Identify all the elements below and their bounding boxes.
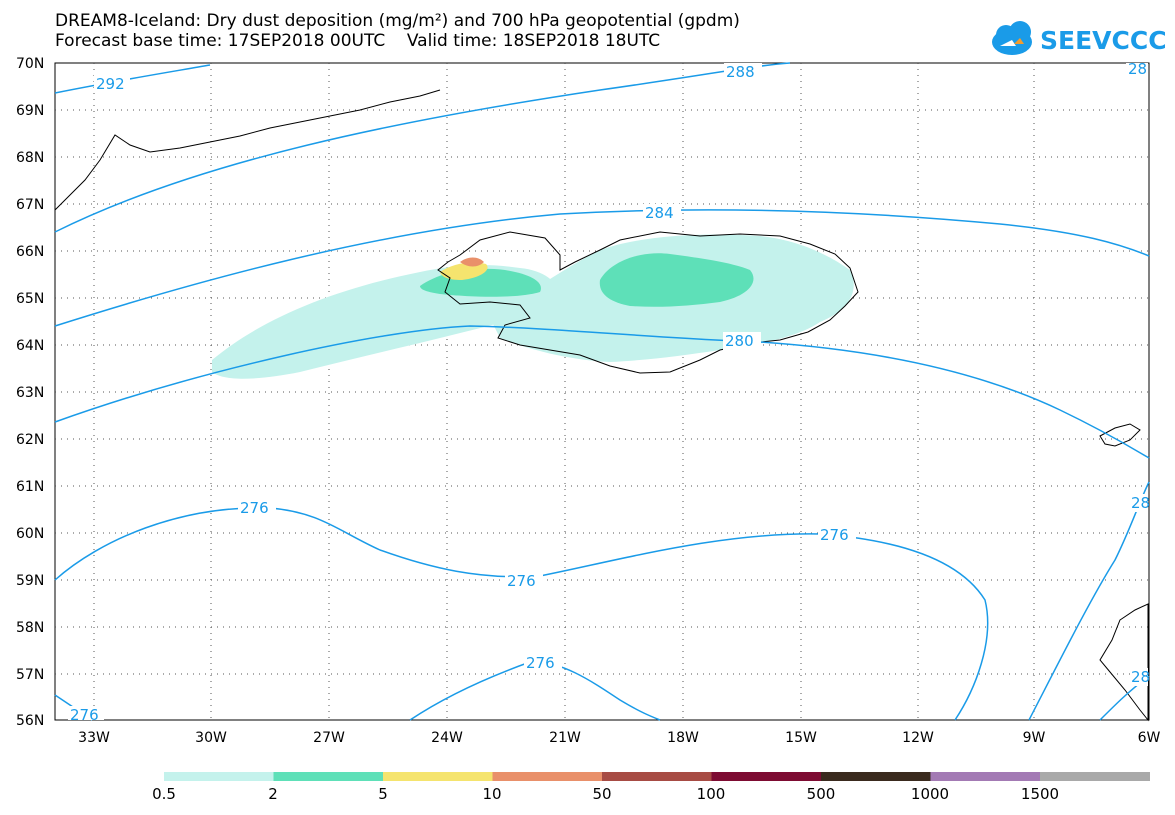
colorbar-swatch	[383, 772, 493, 781]
colorbar-swatch	[492, 772, 603, 781]
seevccc-logo: SEEVCCC	[992, 21, 1165, 55]
latitude-labels: 70N 69N 68N 67N 66N 65N 64N 63N 62N 61N …	[16, 56, 44, 729]
lon-label: 30W	[195, 730, 227, 746]
contour-label-280: 280	[725, 332, 754, 350]
graticule	[55, 63, 1149, 720]
colorbar-label: 5	[378, 785, 388, 803]
lon-label: 21W	[549, 730, 581, 746]
colorbar-label: 50	[592, 785, 611, 803]
colorbar-swatch	[164, 772, 274, 781]
contour-label-276-b: 276	[507, 572, 536, 590]
colorbar-label: 0.5	[152, 785, 176, 803]
contour-label-288: 288	[726, 63, 755, 81]
contour-label-28-top: 28	[1128, 60, 1147, 78]
contour-label-28-bottom: 28	[1131, 668, 1150, 686]
lon-label: 24W	[431, 730, 463, 746]
lon-label: 6W	[1138, 730, 1161, 746]
lat-label: 59N	[16, 573, 44, 589]
lat-label: 58N	[16, 620, 44, 636]
lat-label: 63N	[16, 385, 44, 401]
colorbar-label: 2	[268, 785, 278, 803]
logo-text: SEEVCCC	[1040, 26, 1165, 55]
map-title: DREAM8-Iceland: Dry dust deposition (mg/…	[55, 11, 740, 31]
contour-label-28-right: 28	[1131, 494, 1150, 512]
lat-label: 57N	[16, 667, 44, 683]
lat-label: 56N	[16, 713, 44, 729]
lat-label: 64N	[16, 338, 44, 354]
longitude-labels: 33W 30W 27W 24W 21W 18W 15W 12W 9W 6W	[78, 730, 1160, 746]
lon-label: 33W	[78, 730, 110, 746]
lon-label: 9W	[1023, 730, 1046, 746]
lat-label: 66N	[16, 244, 44, 260]
contour-label-276-d: 276	[526, 654, 555, 672]
contour-label-276-a: 276	[240, 499, 269, 517]
contour-label-292: 292	[96, 75, 125, 93]
colorbar-swatch	[1040, 772, 1150, 781]
colorbar-swatch	[273, 772, 384, 781]
colorbar-swatch	[602, 772, 712, 781]
lon-label: 12W	[902, 730, 934, 746]
lat-label: 60N	[16, 526, 44, 542]
lon-label: 18W	[667, 730, 699, 746]
colorbar-swatch	[711, 772, 822, 781]
lat-label: 68N	[16, 150, 44, 166]
colorbar-label: 100	[697, 785, 726, 803]
lat-label: 65N	[16, 291, 44, 307]
lat-label: 69N	[16, 103, 44, 119]
colorbar-swatch	[930, 772, 1041, 781]
lat-label: 61N	[16, 479, 44, 495]
contour-label-284: 284	[645, 204, 674, 222]
colorbar-label: 1000	[911, 785, 949, 803]
lon-label: 15W	[785, 730, 817, 746]
contour-label-276-e: 276	[70, 706, 99, 724]
lat-label: 70N	[16, 56, 44, 72]
lat-label: 62N	[16, 432, 44, 448]
colorbar-label: 10	[482, 785, 501, 803]
colorbar-labels: 0.5 2 5 10 50 100 500 1000 1500	[152, 785, 1059, 803]
lat-label: 67N	[16, 197, 44, 213]
colorbar	[164, 772, 1150, 781]
lon-label: 27W	[313, 730, 345, 746]
colorbar-label: 500	[807, 785, 836, 803]
contour-labels: 292 288 28 284 280 276 276 276 276 276 2…	[68, 60, 1150, 724]
colorbar-swatch	[821, 772, 931, 781]
coastlines	[54, 89, 1149, 722]
map-subtitle: Forecast base time: 17SEP2018 00UTC Vali…	[55, 31, 661, 51]
dust-deposition-shading	[212, 234, 854, 379]
colorbar-label: 1500	[1021, 785, 1059, 803]
cloud-logo-icon	[992, 21, 1032, 55]
contour-label-276-c: 276	[820, 526, 849, 544]
